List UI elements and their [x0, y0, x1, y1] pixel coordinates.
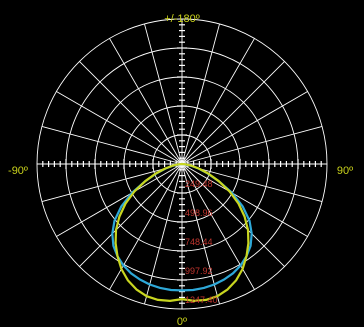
radial-tick-label: 1247.40 [185, 295, 218, 305]
grid-spoke-210 [109, 38, 183, 165]
grid-spoke-60 [181, 163, 308, 237]
grid-spoke-150 [181, 38, 255, 165]
radial-tick-label: 249.48 [185, 179, 213, 189]
grid-spoke-165 [181, 23, 220, 165]
grid-spoke-285 [41, 163, 183, 202]
grid-spoke-105 [181, 126, 323, 165]
grid-spoke-135 [181, 61, 285, 165]
grid-spoke-15 [181, 163, 220, 305]
angle-label-bottom: 0º [177, 316, 187, 327]
grid-spoke-315 [79, 163, 183, 267]
axis-ticks [42, 24, 322, 304]
radial-tick-label: 498.96 [185, 208, 213, 218]
grid-spoke-240 [56, 91, 183, 165]
angle-label-right: 90º [337, 165, 353, 177]
grid-spoke-330 [109, 163, 183, 290]
series-layer [111, 162, 253, 302]
radial-tick-label: 748.44 [185, 237, 213, 247]
radial-tick-label: 997.92 [185, 266, 213, 276]
grid-spoke-120 [181, 91, 308, 165]
grid-spoke-195 [144, 23, 183, 165]
radial-tick-labels: 249.48 498.96 748.44 997.92 1247.40 [185, 179, 218, 305]
grid-spoke-345 [144, 163, 183, 305]
grid-spoke-255 [41, 126, 183, 165]
grid-spoke-300 [56, 163, 183, 237]
grid-spoke-225 [79, 61, 183, 165]
grid-spoke-45 [181, 163, 285, 267]
grid-spokes [37, 19, 327, 309]
angle-label-left: -90º [8, 165, 28, 177]
grid-spoke-75 [181, 163, 323, 202]
series-curve-2 [114, 162, 250, 302]
angle-label-top: +/-180º [164, 13, 200, 25]
